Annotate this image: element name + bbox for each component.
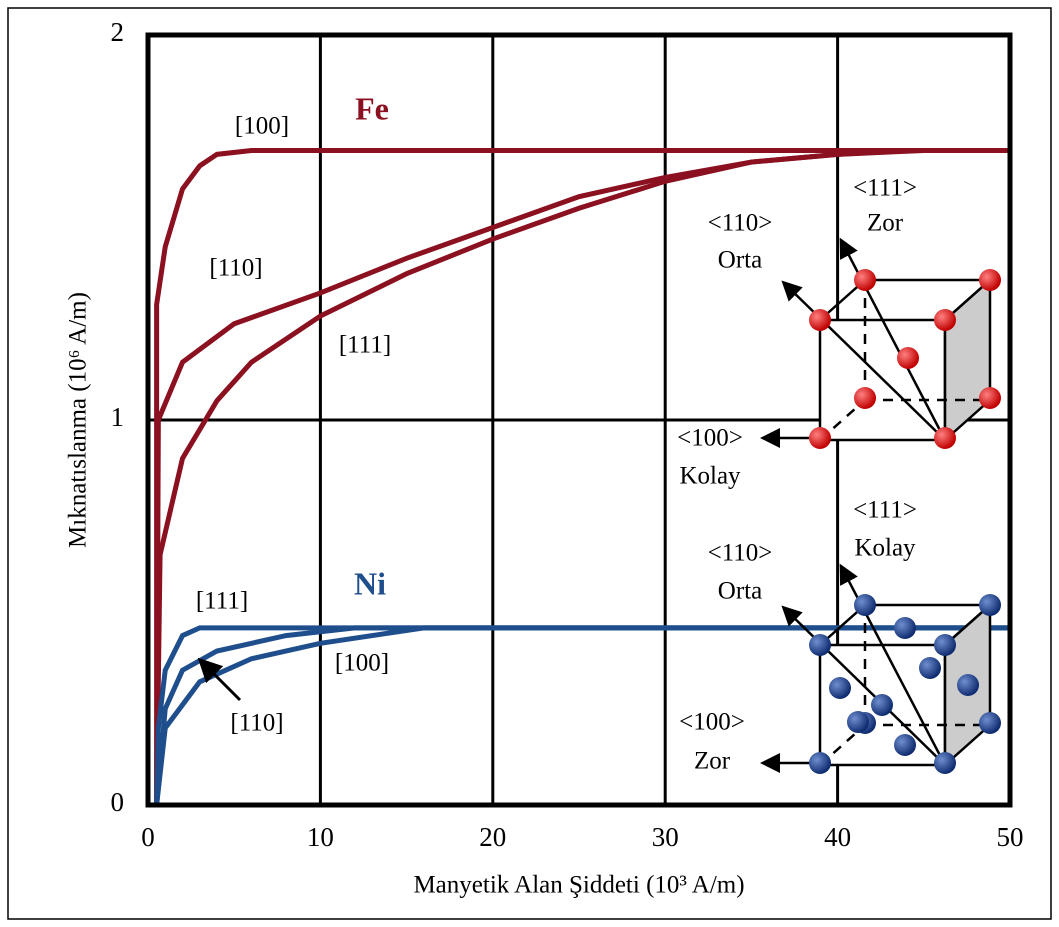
x-tick-label: 10: [307, 822, 334, 852]
annotation: <100>: [679, 709, 745, 736]
annotation: <111>: [853, 497, 917, 524]
annotation: Orta: [718, 247, 762, 274]
page: {"chart_data": { "type": "line", "x_labe…: [0, 0, 1059, 927]
x-tick-label: 30: [652, 822, 679, 852]
page-border: [8, 8, 1051, 919]
curve-label: [111]: [196, 588, 248, 615]
x-tick-label: 0: [141, 822, 155, 852]
x-tick-label: 20: [479, 822, 506, 852]
annotation: <110>: [708, 540, 773, 567]
x-tick-label: 40: [824, 822, 851, 852]
annotation: Kolay: [854, 535, 916, 562]
annotation: Orta: [718, 578, 762, 605]
x-tick-label: 50: [997, 822, 1024, 852]
y-tick-label: 2: [111, 17, 125, 47]
annotation: Fe: [355, 90, 389, 126]
annotation: <110>: [708, 210, 773, 237]
curve-label: [110]: [230, 710, 283, 737]
curve-label: [100]: [235, 113, 289, 140]
curve-label: [111]: [339, 332, 391, 359]
fe-cube: [765, 242, 1001, 449]
y-axis-label: Mıknatıslanma (10⁶ A/m): [65, 292, 92, 548]
annotation: Kolay: [679, 463, 741, 490]
annotation: <100>: [677, 425, 743, 452]
y-tick-label: 1: [111, 402, 125, 432]
ni-cube: [765, 568, 1001, 774]
annotation: Zor: [867, 210, 904, 237]
annotation: Ni: [354, 565, 386, 601]
chart: Manyetik Alan Şiddeti (10³ A/m) Mıknatıs…: [0, 0, 1059, 927]
annotation: <111>: [853, 175, 917, 202]
curve-label: [100]: [335, 650, 389, 677]
x-axis-label: Manyetik Alan Şiddeti (10³ A/m): [413, 872, 744, 899]
y-tick-label: 0: [111, 787, 125, 817]
curve-label: [110]: [209, 255, 262, 282]
annotation: Zor: [694, 748, 731, 775]
